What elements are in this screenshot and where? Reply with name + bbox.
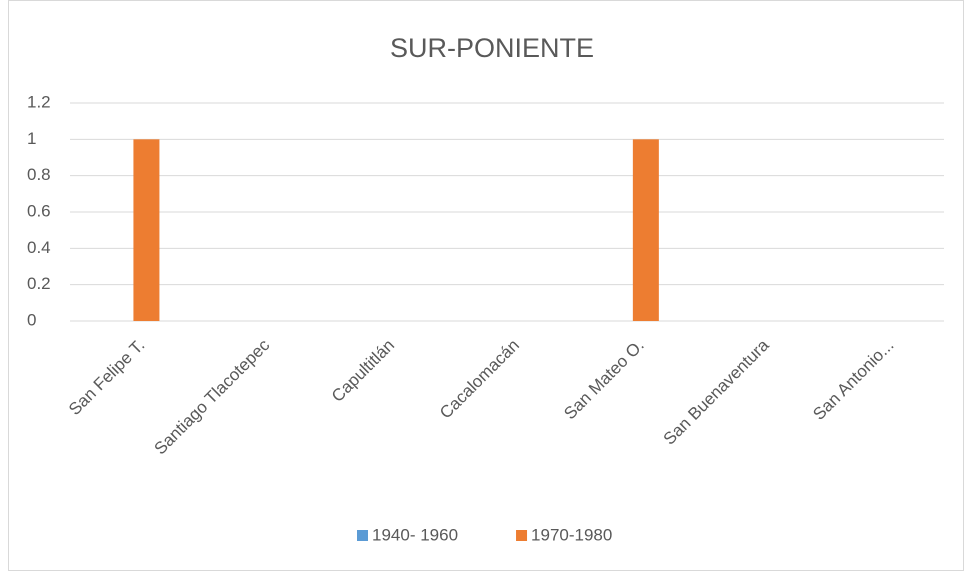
bar bbox=[133, 139, 160, 321]
bar bbox=[632, 139, 659, 321]
y-tick-label: 0 bbox=[27, 310, 36, 329]
y-tick-label: 0.2 bbox=[27, 274, 51, 293]
legend-swatch bbox=[357, 530, 368, 541]
y-tick-label: 1 bbox=[27, 129, 36, 148]
y-tick-label: 1.2 bbox=[27, 92, 51, 111]
legend-label: 1940- 1960 bbox=[372, 525, 458, 544]
chart-border bbox=[8, 0, 964, 571]
y-tick-label: 0.8 bbox=[27, 165, 51, 184]
y-tick-label: 0.4 bbox=[27, 238, 51, 257]
y-tick-label: 0.6 bbox=[27, 201, 51, 220]
legend-label: 1970-1980 bbox=[531, 525, 612, 544]
chart-title: SUR-PONIENTE bbox=[390, 33, 594, 63]
legend-swatch bbox=[516, 530, 528, 541]
